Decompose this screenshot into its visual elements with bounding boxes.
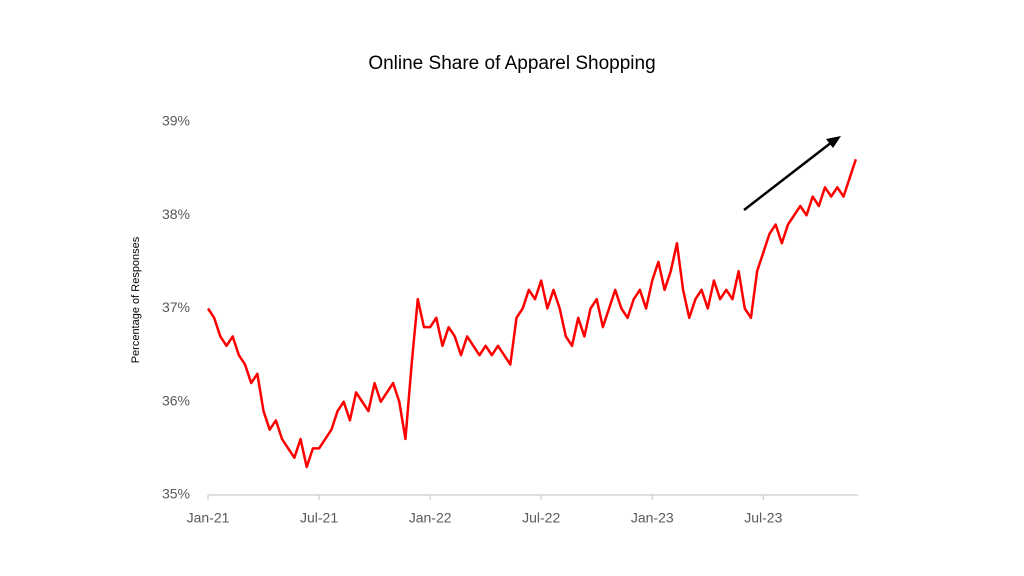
chart-title: Online Share of Apparel Shopping [368,53,655,74]
x-tick-label: Jul-23 [744,510,782,526]
y-axis-label: Percentage of Responses [130,236,142,363]
y-tick-label: 37% [162,299,190,315]
y-tick-label: 35% [162,486,190,502]
x-tick-label: Jan-23 [631,510,674,526]
trend-arrow-head [826,136,841,148]
trend-arrow [743,141,833,211]
x-tick-label: Jul-22 [522,510,560,526]
y-tick-label: 38% [162,206,190,222]
data-line [206,158,858,469]
y-tick-label: 36% [162,392,190,408]
x-tick-label: Jan-21 [187,510,230,526]
x-tick-label: Jul-21 [300,510,338,526]
y-tick-label: 39% [162,113,190,129]
x-tick-label: Jan-22 [409,510,452,526]
